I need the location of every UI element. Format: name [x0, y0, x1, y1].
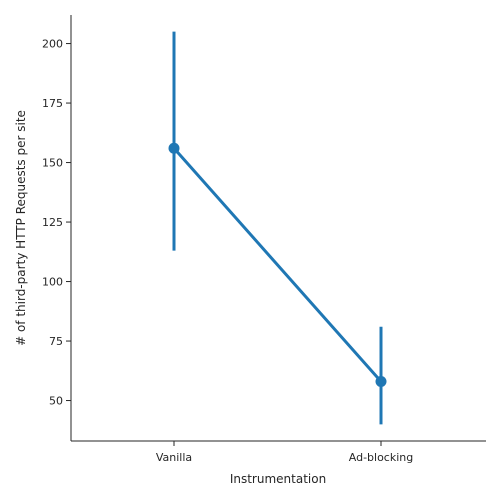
data-point — [168, 142, 180, 154]
y-axis-label: # of third-party HTTP Requests per site — [14, 110, 28, 346]
y-tick-label: 150 — [42, 157, 63, 170]
axes: 50 75 100 125 150 175 200 Vanilla Ad-blocking — [42, 15, 486, 464]
x-axis-label: Instrumentation — [230, 472, 326, 486]
y-tick-label: 200 — [42, 38, 63, 51]
y-ticks: 50 75 100 125 150 175 200 — [42, 38, 71, 408]
series-line — [172, 147, 383, 383]
plot-marks — [168, 31, 387, 425]
x-tick-label: Vanilla — [156, 451, 192, 464]
data-point — [375, 376, 387, 388]
y-tick-label: 75 — [49, 335, 63, 348]
y-tick-label: 50 — [49, 395, 63, 408]
y-tick-label: 125 — [42, 216, 63, 229]
y-tick-label: 175 — [42, 97, 63, 110]
x-ticks: Vanilla Ad-blocking — [156, 441, 413, 464]
y-tick-label: 100 — [42, 276, 63, 289]
x-tick-label: Ad-blocking — [349, 451, 413, 464]
